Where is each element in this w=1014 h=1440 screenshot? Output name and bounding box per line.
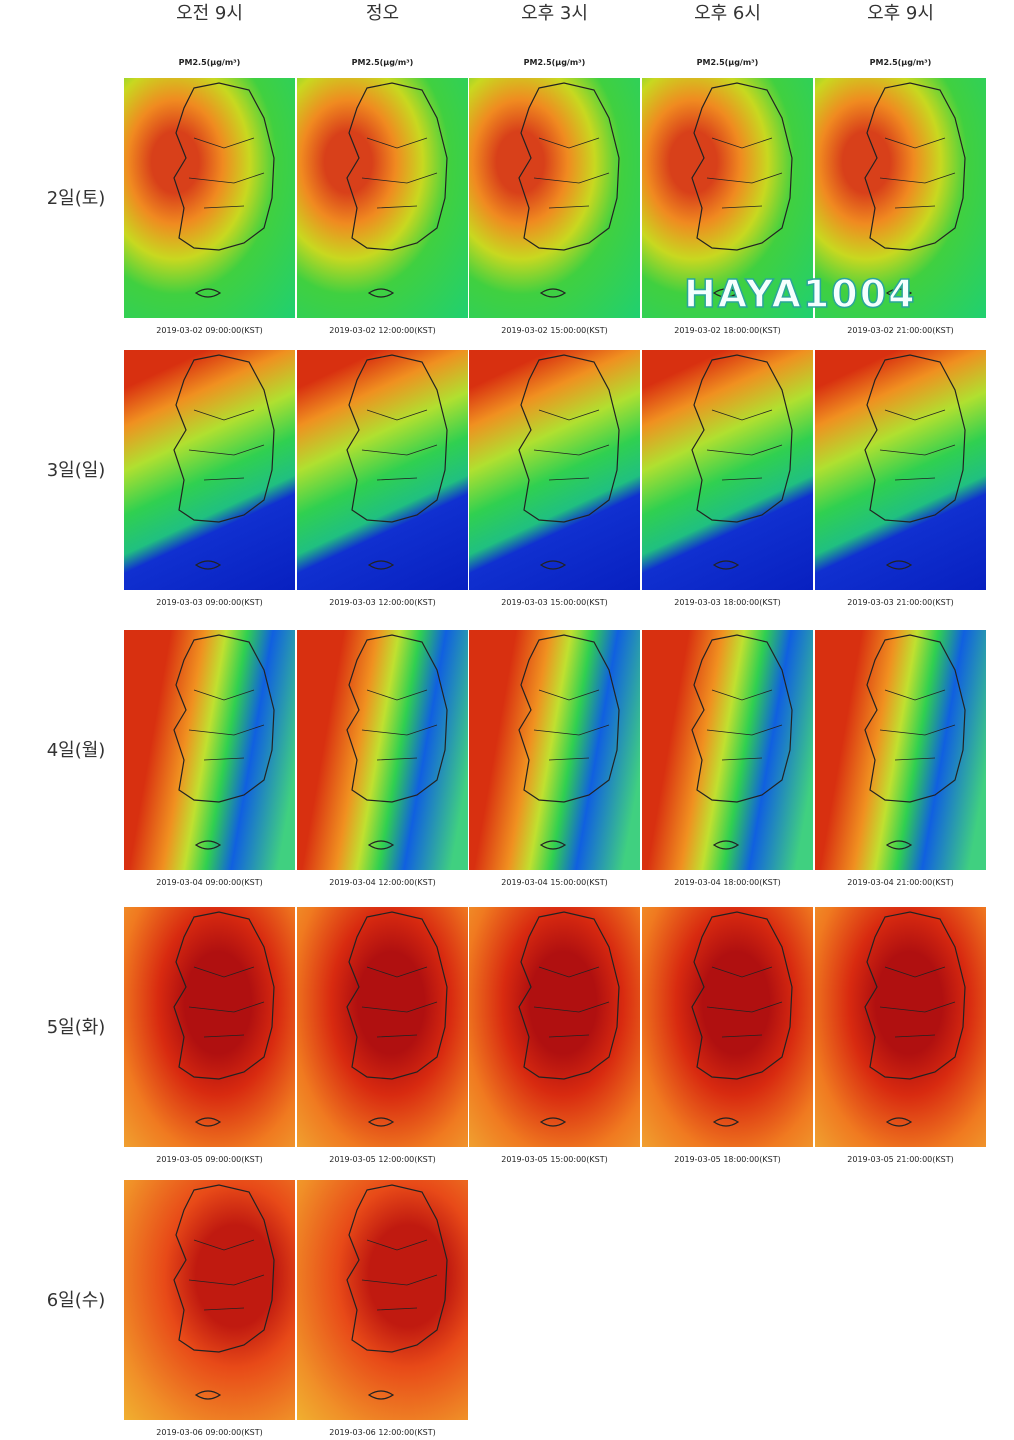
row-label: 5일(화) — [46, 1017, 106, 1038]
coastline — [346, 354, 448, 570]
timestamp: 2019-03-05 21:00:00(KST) — [847, 1155, 954, 1164]
coastline — [691, 634, 793, 850]
timestamp: 2019-03-02 15:00:00(KST) — [501, 326, 608, 335]
coastline — [173, 1184, 275, 1400]
coastline — [864, 634, 966, 850]
forecast-map — [124, 630, 295, 870]
coastline — [864, 911, 966, 1127]
coastline — [691, 354, 793, 570]
timestamp: 2019-03-06 09:00:00(KST) — [156, 1428, 263, 1437]
panel-title: PM2.5(μg/m³) — [523, 58, 586, 67]
timestamp: 2019-03-05 15:00:00(KST) — [501, 1155, 608, 1164]
coastline — [518, 354, 620, 570]
row-label: 6일(수) — [46, 1290, 106, 1311]
timestamp: 2019-03-06 12:00:00(KST) — [329, 1428, 436, 1437]
timestamp: 2019-03-05 12:00:00(KST) — [329, 1155, 436, 1164]
coastline — [864, 82, 966, 298]
forecast-map — [124, 907, 295, 1147]
panel-title: PM2.5(μg/m³) — [178, 58, 241, 67]
forecast-map — [642, 78, 813, 318]
forecast-map — [815, 78, 986, 318]
watermark: HAYA1004 — [683, 271, 917, 317]
timestamp: 2019-03-04 21:00:00(KST) — [847, 878, 954, 887]
timestamp: 2019-03-05 09:00:00(KST) — [156, 1155, 263, 1164]
forecast-map — [124, 78, 295, 318]
coastline — [173, 354, 275, 570]
row-label: 3일(일) — [46, 460, 106, 481]
coastline — [173, 82, 275, 298]
column-header: 정오 — [365, 3, 400, 24]
timestamp: 2019-03-04 12:00:00(KST) — [329, 878, 436, 887]
forecast-map — [124, 1180, 295, 1420]
forecast-map — [297, 78, 468, 318]
forecast-map — [642, 630, 813, 870]
timestamp: 2019-03-05 18:00:00(KST) — [674, 1155, 781, 1164]
column-header: 오후 9시 — [867, 3, 934, 24]
coastline — [691, 82, 793, 298]
timestamp: 2019-03-03 21:00:00(KST) — [847, 598, 954, 607]
forecast-map — [297, 907, 468, 1147]
coastline — [346, 1184, 448, 1400]
coastline — [864, 354, 966, 570]
timestamp: 2019-03-03 12:00:00(KST) — [329, 598, 436, 607]
forecast-map — [124, 350, 295, 590]
coastline — [518, 911, 620, 1127]
panel-title: PM2.5(μg/m³) — [351, 58, 414, 67]
forecast-map — [642, 907, 813, 1147]
forecast-map — [469, 907, 640, 1147]
panel-title: PM2.5(μg/m³) — [869, 58, 932, 67]
timestamp: 2019-03-03 18:00:00(KST) — [674, 598, 781, 607]
forecast-map — [297, 350, 468, 590]
column-header: 오후 3시 — [521, 3, 588, 24]
timestamp: 2019-03-02 21:00:00(KST) — [847, 326, 954, 335]
timestamp: 2019-03-04 15:00:00(KST) — [501, 878, 608, 887]
timestamp: 2019-03-02 18:00:00(KST) — [674, 326, 781, 335]
column-header: 오후 6시 — [694, 3, 761, 24]
forecast-map — [642, 350, 813, 590]
timestamp: 2019-03-04 18:00:00(KST) — [674, 878, 781, 887]
timestamp: 2019-03-03 09:00:00(KST) — [156, 598, 263, 607]
coastline — [346, 82, 448, 298]
forecast-map — [297, 630, 468, 870]
forecast-map — [469, 630, 640, 870]
row-label: 4일(월) — [46, 740, 106, 761]
row-label: 2일(토) — [46, 188, 106, 209]
timestamp: 2019-03-02 09:00:00(KST) — [156, 326, 263, 335]
column-header: 오전 9시 — [176, 3, 243, 24]
coastline — [518, 634, 620, 850]
coastline — [173, 634, 275, 850]
panel-title: PM2.5(μg/m³) — [696, 58, 759, 67]
timestamp: 2019-03-03 15:00:00(KST) — [501, 598, 608, 607]
forecast-map — [815, 350, 986, 590]
forecast-map — [297, 1180, 468, 1420]
coastline — [173, 911, 275, 1127]
forecast-map — [815, 630, 986, 870]
timestamp: 2019-03-02 12:00:00(KST) — [329, 326, 436, 335]
coastline — [346, 911, 448, 1127]
timestamp: 2019-03-04 09:00:00(KST) — [156, 878, 263, 887]
coastline — [691, 911, 793, 1127]
coastline — [346, 634, 448, 850]
coastline — [518, 82, 620, 298]
forecast-map — [469, 78, 640, 318]
forecast-map — [815, 907, 986, 1147]
forecast-map — [469, 350, 640, 590]
